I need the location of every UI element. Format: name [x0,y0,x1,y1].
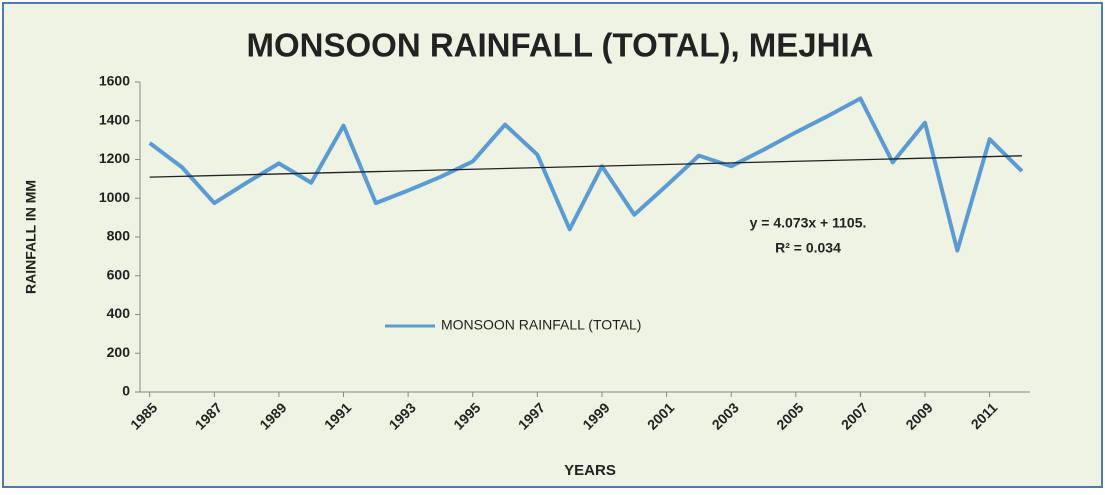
trend-r-squared: R² = 0.034 [775,240,841,256]
y-tick-label: 1000 [99,189,130,205]
y-tick-label: 1200 [99,150,130,166]
trend-line [149,155,1022,178]
x-axis-title: YEARS [564,462,616,479]
y-tick-label: 0 [122,383,130,399]
legend-label: MONSOON RAINFALL (TOTAL) [441,317,641,333]
y-tick-label: 400 [107,305,131,321]
y-axis-title: RAINFALL IN MM [23,180,39,294]
y-tick-label: 200 [107,344,131,360]
chart-title: MONSOON RAINFALL (TOTAL), MEJHIA [247,27,874,64]
y-tick-label: 800 [107,228,131,244]
y-tick-label: 1600 [99,73,130,89]
chart-background [2,2,1103,488]
y-tick-label: 1400 [99,111,130,127]
trend-equation: y = 4.073x + 1105. [750,215,867,231]
y-tick-label: 600 [107,266,131,282]
